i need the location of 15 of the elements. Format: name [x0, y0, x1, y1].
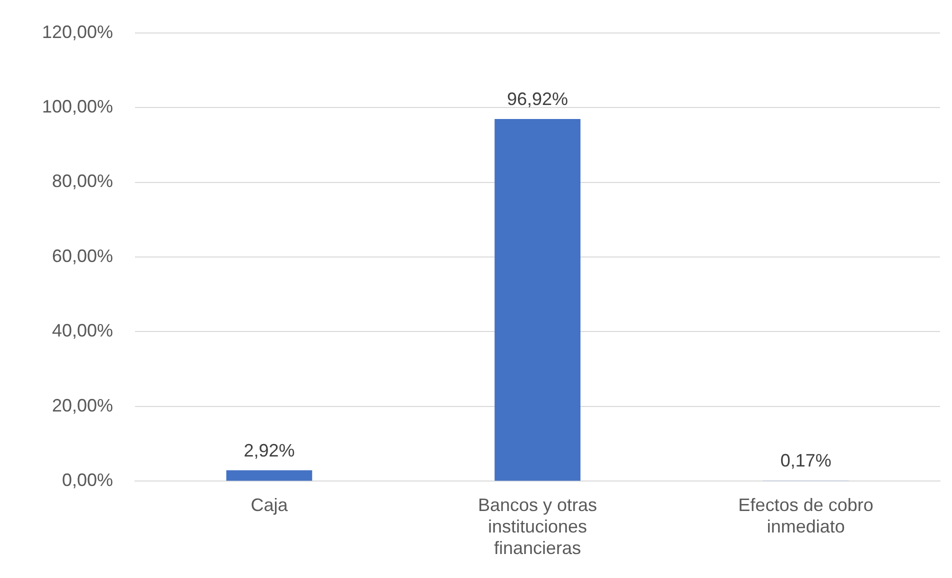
y-tick-label: 80,00% [52, 171, 114, 192]
y-tick-label: 120,00% [42, 22, 114, 42]
bar [494, 119, 580, 481]
y-tick-label: 60,00% [52, 246, 114, 266]
y-tick-label: 20,00% [52, 395, 114, 416]
y-tick-label: 40,00% [52, 320, 114, 341]
y-tick-label: 100,00% [42, 96, 114, 116]
data-label: 2,92% [244, 440, 295, 460]
x-tick-label: Bancos y otras instituciones financieras [478, 494, 598, 558]
y-tick-label: 0,00% [62, 470, 114, 490]
data-label: 0,17% [780, 450, 832, 471]
bar [226, 470, 312, 481]
x-tick-label: Caja [250, 494, 289, 515]
data-label: 96,92% [507, 89, 568, 110]
x-tick-label: Efectos de cobro inmediato [738, 494, 874, 537]
